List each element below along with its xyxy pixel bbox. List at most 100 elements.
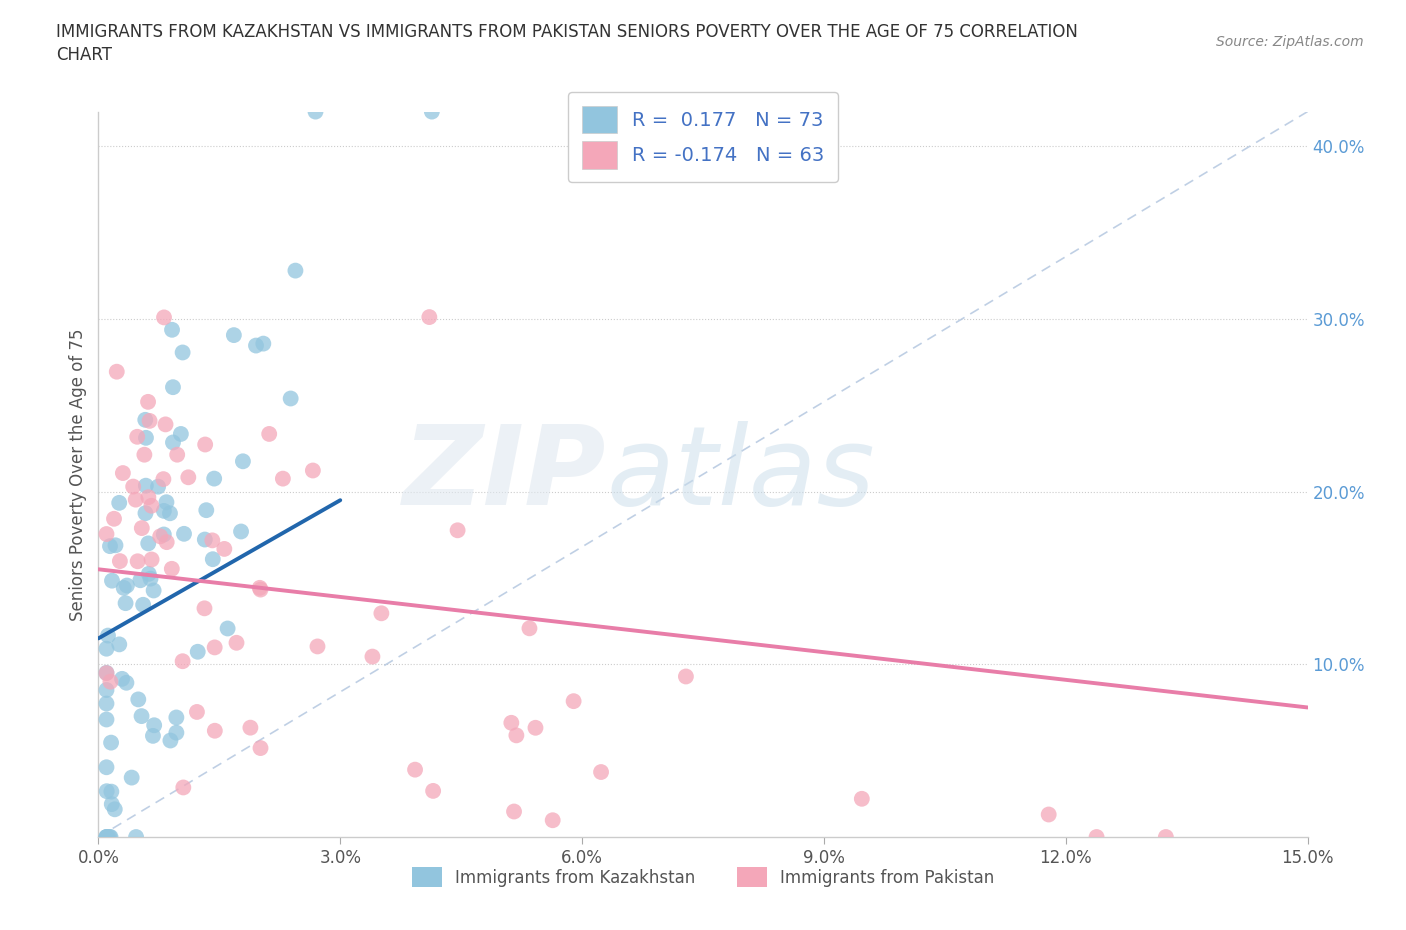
- Point: [173, 526, 195, 541]
- Point: [136, 394, 159, 409]
- Point: [108, 637, 131, 652]
- Point: [127, 554, 149, 569]
- Point: [100, 674, 122, 689]
- Point: [204, 724, 226, 738]
- Point: [96, 697, 118, 711]
- Point: [96, 830, 118, 844]
- Point: [114, 596, 136, 611]
- Point: [139, 571, 162, 586]
- Point: [96, 760, 118, 775]
- Point: [229, 525, 252, 539]
- Point: [249, 582, 271, 597]
- Point: [186, 705, 208, 720]
- Point: [96, 666, 118, 681]
- Point: [418, 310, 440, 325]
- Point: [134, 412, 156, 427]
- Point: [105, 365, 128, 379]
- Point: [125, 492, 148, 507]
- Point: [142, 728, 165, 743]
- Point: [98, 538, 121, 553]
- Point: [404, 763, 426, 777]
- Point: [141, 552, 163, 567]
- Point: [100, 784, 122, 799]
- Point: [103, 512, 125, 526]
- Point: [149, 529, 172, 544]
- Point: [131, 521, 153, 536]
- Point: [121, 770, 143, 785]
- Point: [135, 431, 157, 445]
- Point: [104, 538, 127, 552]
- Point: [214, 541, 236, 556]
- Point: [249, 580, 271, 595]
- Point: [122, 479, 145, 494]
- Point: [160, 323, 183, 338]
- Point: [153, 527, 176, 542]
- Point: [115, 578, 138, 593]
- Point: [851, 791, 873, 806]
- Point: [232, 454, 254, 469]
- Point: [152, 472, 174, 486]
- Point: [127, 692, 149, 707]
- Point: [155, 417, 177, 432]
- Point: [142, 583, 165, 598]
- Point: [166, 447, 188, 462]
- Point: [304, 104, 326, 119]
- Point: [135, 478, 157, 493]
- Point: [257, 427, 280, 442]
- Point: [131, 709, 153, 724]
- Point: [252, 336, 274, 351]
- Point: [134, 506, 156, 521]
- Point: [194, 437, 217, 452]
- Point: [524, 721, 547, 736]
- Point: [96, 784, 118, 799]
- Point: [217, 621, 239, 636]
- Point: [111, 466, 134, 481]
- Point: [112, 580, 135, 595]
- Point: [156, 535, 179, 550]
- Point: [162, 379, 184, 394]
- Point: [172, 345, 194, 360]
- Point: [222, 327, 245, 342]
- Text: IMMIGRANTS FROM KAZAKHSTAN VS IMMIGRANTS FROM PAKISTAN SENIORS POVERTY OVER THE : IMMIGRANTS FROM KAZAKHSTAN VS IMMIGRANTS…: [56, 23, 1078, 41]
- Point: [422, 783, 444, 798]
- Point: [675, 669, 697, 684]
- Point: [138, 490, 160, 505]
- Text: ZIP: ZIP: [402, 420, 606, 528]
- Point: [519, 621, 541, 636]
- Point: [271, 472, 294, 486]
- Point: [201, 533, 224, 548]
- Point: [361, 649, 384, 664]
- Point: [172, 780, 194, 795]
- Point: [225, 635, 247, 650]
- Point: [446, 523, 468, 538]
- Point: [108, 553, 131, 568]
- Point: [96, 712, 118, 727]
- Point: [370, 605, 392, 620]
- Point: [505, 728, 527, 743]
- Point: [245, 339, 267, 353]
- Point: [160, 562, 183, 577]
- Point: [125, 830, 148, 844]
- Legend: Immigrants from Kazakhstan, Immigrants from Pakistan: Immigrants from Kazakhstan, Immigrants f…: [405, 860, 1001, 894]
- Point: [1154, 830, 1177, 844]
- Point: [562, 694, 585, 709]
- Point: [159, 506, 181, 521]
- Point: [541, 813, 564, 828]
- Point: [97, 830, 120, 844]
- Text: CHART: CHART: [56, 46, 112, 64]
- Point: [194, 532, 217, 547]
- Point: [204, 640, 226, 655]
- Text: Source: ZipAtlas.com: Source: ZipAtlas.com: [1216, 35, 1364, 49]
- Point: [1085, 830, 1108, 844]
- Point: [172, 654, 194, 669]
- Point: [96, 526, 118, 541]
- Point: [141, 498, 163, 513]
- Point: [96, 665, 118, 680]
- Point: [280, 391, 302, 405]
- Point: [96, 830, 118, 844]
- Point: [100, 797, 122, 812]
- Point: [111, 671, 134, 686]
- Point: [101, 573, 124, 588]
- Point: [170, 427, 193, 442]
- Point: [284, 263, 307, 278]
